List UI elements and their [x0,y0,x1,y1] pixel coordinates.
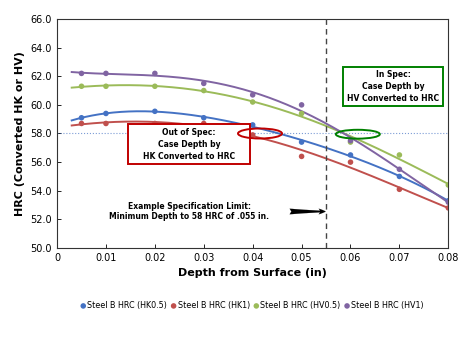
Steel B HRC (HK1) [102,120,110,126]
Steel B HRC (HK0.5) [151,108,159,114]
Steel B HRC (HK1) [249,132,256,138]
Steel B HRC (HV0.5) [151,83,159,89]
Steel B HRC (HK0.5) [445,198,452,204]
Steel B HRC (HV1) [396,166,403,172]
FancyBboxPatch shape [343,67,443,106]
Steel B HRC (HV1) [346,138,354,143]
Steel B HRC (HV1) [151,71,159,76]
Steel B HRC (HK0.5) [346,152,354,158]
Steel B HRC (HK1) [151,120,159,126]
Steel B HRC (HV0.5) [445,182,452,188]
Steel B HRC (HV1) [102,71,110,76]
Steel B HRC (HK0.5) [298,139,305,145]
Steel B HRC (HK1) [396,186,403,192]
Steel B HRC (HV0.5) [102,83,110,89]
Steel B HRC (HK0.5) [396,174,403,179]
Steel B HRC (HV0.5) [298,111,305,116]
Text: Example Specification Limit:
Minimum Depth to 58 HRC of .055 in.: Example Specification Limit: Minimum Dep… [109,202,269,221]
FancyBboxPatch shape [128,124,250,164]
Text: Out of Spec:
Case Depth by
HK Converted to HRC: Out of Spec: Case Depth by HK Converted … [143,128,235,161]
Steel B HRC (HV1) [78,71,85,76]
Steel B HRC (HV1) [249,92,256,98]
Steel B HRC (HV0.5) [200,88,208,94]
Steel B HRC (HK0.5) [102,111,110,116]
Steel B HRC (HK1) [78,120,85,126]
Steel B HRC (HK0.5) [249,122,256,128]
Steel B HRC (HK1) [298,154,305,159]
Steel B HRC (HV0.5) [78,83,85,89]
Steel B HRC (HK0.5) [78,115,85,120]
Steel B HRC (HV1) [200,80,208,86]
Y-axis label: HRC (Converted HK or HV): HRC (Converted HK or HV) [15,51,25,216]
Steel B HRC (HV1) [445,199,452,205]
Steel B HRC (HK1) [200,120,208,126]
Text: In Spec:
Case Depth by
HV Converted to HRC: In Spec: Case Depth by HV Converted to H… [347,70,439,103]
Steel B HRC (HV0.5) [249,99,256,105]
Steel B HRC (HK0.5) [200,115,208,120]
Steel B HRC (HV0.5) [346,139,354,145]
Steel B HRC (HV0.5) [396,152,403,158]
Steel B HRC (HV1) [298,102,305,108]
X-axis label: Depth from Surface (in): Depth from Surface (in) [178,268,327,278]
Legend: Steel B HRC (HK0.5), Steel B HRC (HK1), Steel B HRC (HV0.5), Steel B HRC (HV1): Steel B HRC (HK0.5), Steel B HRC (HK1), … [78,298,427,313]
Steel B HRC (HK1) [346,159,354,165]
Steel B HRC (HK1) [445,205,452,211]
